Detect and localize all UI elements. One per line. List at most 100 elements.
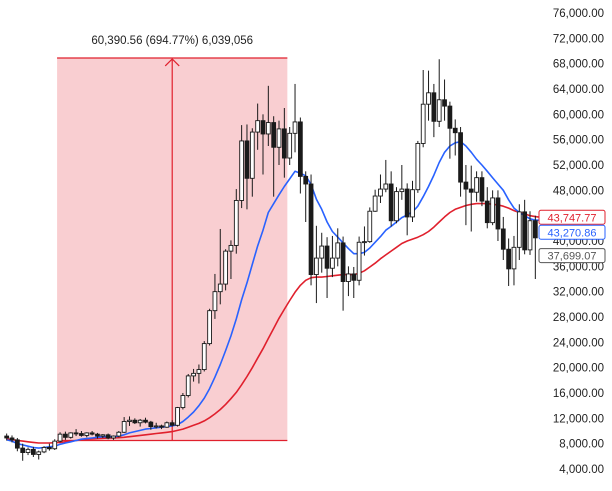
candle-body xyxy=(319,245,325,259)
candle-body xyxy=(79,433,84,436)
candle-body xyxy=(415,143,421,191)
candle-body xyxy=(452,127,458,134)
candle xyxy=(420,70,426,148)
candle-body xyxy=(276,128,282,148)
candle-body xyxy=(116,431,122,437)
candle-body xyxy=(105,434,111,439)
candle xyxy=(175,406,180,427)
candle xyxy=(100,434,106,438)
candle-body xyxy=(367,210,373,243)
candle xyxy=(474,171,479,202)
candle-body xyxy=(185,375,191,396)
candle xyxy=(14,437,20,452)
candle-body xyxy=(169,422,175,426)
candle xyxy=(68,432,74,439)
y-tick-label: 36,000.00 xyxy=(553,261,604,273)
candle xyxy=(511,235,517,286)
candle xyxy=(4,433,10,441)
candle-body xyxy=(191,372,196,377)
price-axis[interactable]: 76,000.00 72,000.00 68,000.00 64,000.00 60,0… xyxy=(553,8,604,476)
candle xyxy=(239,125,245,209)
candle-body xyxy=(47,447,52,450)
candle xyxy=(436,59,442,127)
candle-body xyxy=(14,439,20,449)
candle xyxy=(47,443,52,451)
candle-body xyxy=(212,291,218,312)
candle xyxy=(244,124,250,210)
candle-body xyxy=(100,434,106,437)
price-tag-box xyxy=(538,248,606,264)
candle-body xyxy=(239,140,245,201)
price-tag-label: 37,699.07 xyxy=(548,251,597,263)
candle xyxy=(164,421,170,428)
price-tag: 43,747.77 xyxy=(538,209,606,225)
y-tick-label: 60,000.00 xyxy=(553,109,604,121)
candle-body xyxy=(532,220,538,239)
candle xyxy=(201,341,207,372)
candle-body xyxy=(463,181,469,190)
candle-body xyxy=(255,120,261,133)
candle xyxy=(180,393,186,410)
candle-body xyxy=(506,248,512,270)
candle xyxy=(479,171,485,207)
candle-body xyxy=(383,183,389,190)
candle xyxy=(383,159,389,193)
candle-body xyxy=(52,440,58,450)
candle-body xyxy=(468,188,474,193)
candle-body xyxy=(426,92,431,105)
candle xyxy=(292,83,298,153)
candle xyxy=(404,183,410,236)
y-tick-label: 56,000.00 xyxy=(553,135,604,147)
candle-body xyxy=(180,395,186,409)
candle xyxy=(426,70,431,121)
candle-body xyxy=(378,188,383,197)
candle-body xyxy=(68,432,74,438)
candle xyxy=(105,433,111,440)
y-tick-label: 52,000.00 xyxy=(553,160,604,172)
candle xyxy=(276,120,282,165)
candle-body xyxy=(271,122,277,148)
candle xyxy=(212,273,218,319)
price-tag-label: 43,270.86 xyxy=(548,227,597,239)
candle-body xyxy=(95,433,100,437)
candle-body xyxy=(297,121,303,177)
candle-body xyxy=(148,421,154,428)
candle-body xyxy=(175,407,180,426)
candle-body xyxy=(143,419,148,423)
candle-body xyxy=(324,245,330,269)
candle-body xyxy=(244,140,250,179)
candle-body xyxy=(233,200,239,246)
moving-averages xyxy=(6,140,541,449)
price-tag: 37,699.07 xyxy=(538,248,606,264)
candle-body xyxy=(63,433,68,438)
candle xyxy=(57,432,63,443)
candle xyxy=(340,236,346,311)
candle xyxy=(159,424,164,430)
candle-body xyxy=(447,105,453,129)
candle xyxy=(255,103,261,150)
candle-body xyxy=(36,451,42,455)
candle-body xyxy=(484,200,490,224)
candle-body xyxy=(9,437,15,441)
candle xyxy=(196,364,202,384)
candle xyxy=(79,431,84,437)
candle-body xyxy=(84,432,90,436)
candle xyxy=(153,422,159,429)
candle-body xyxy=(351,273,357,281)
measure-tool[interactable]: 60,390.56 (694.77%) 6,039,056 xyxy=(57,35,288,442)
candle xyxy=(351,266,357,298)
y-tick-label: 48,000.00 xyxy=(553,185,604,197)
candle-body xyxy=(127,419,132,422)
candle-body xyxy=(431,92,437,122)
candle-body xyxy=(436,99,442,122)
candle xyxy=(111,435,116,440)
price-tags: 43,747.77 43,270.86 37,699.07 xyxy=(538,209,606,264)
candle xyxy=(148,420,154,430)
candle xyxy=(356,236,362,286)
candle-body xyxy=(362,241,367,244)
candle-body xyxy=(340,242,346,282)
candle xyxy=(394,187,399,224)
candle xyxy=(532,215,538,279)
red-moving-average-line xyxy=(6,202,541,444)
